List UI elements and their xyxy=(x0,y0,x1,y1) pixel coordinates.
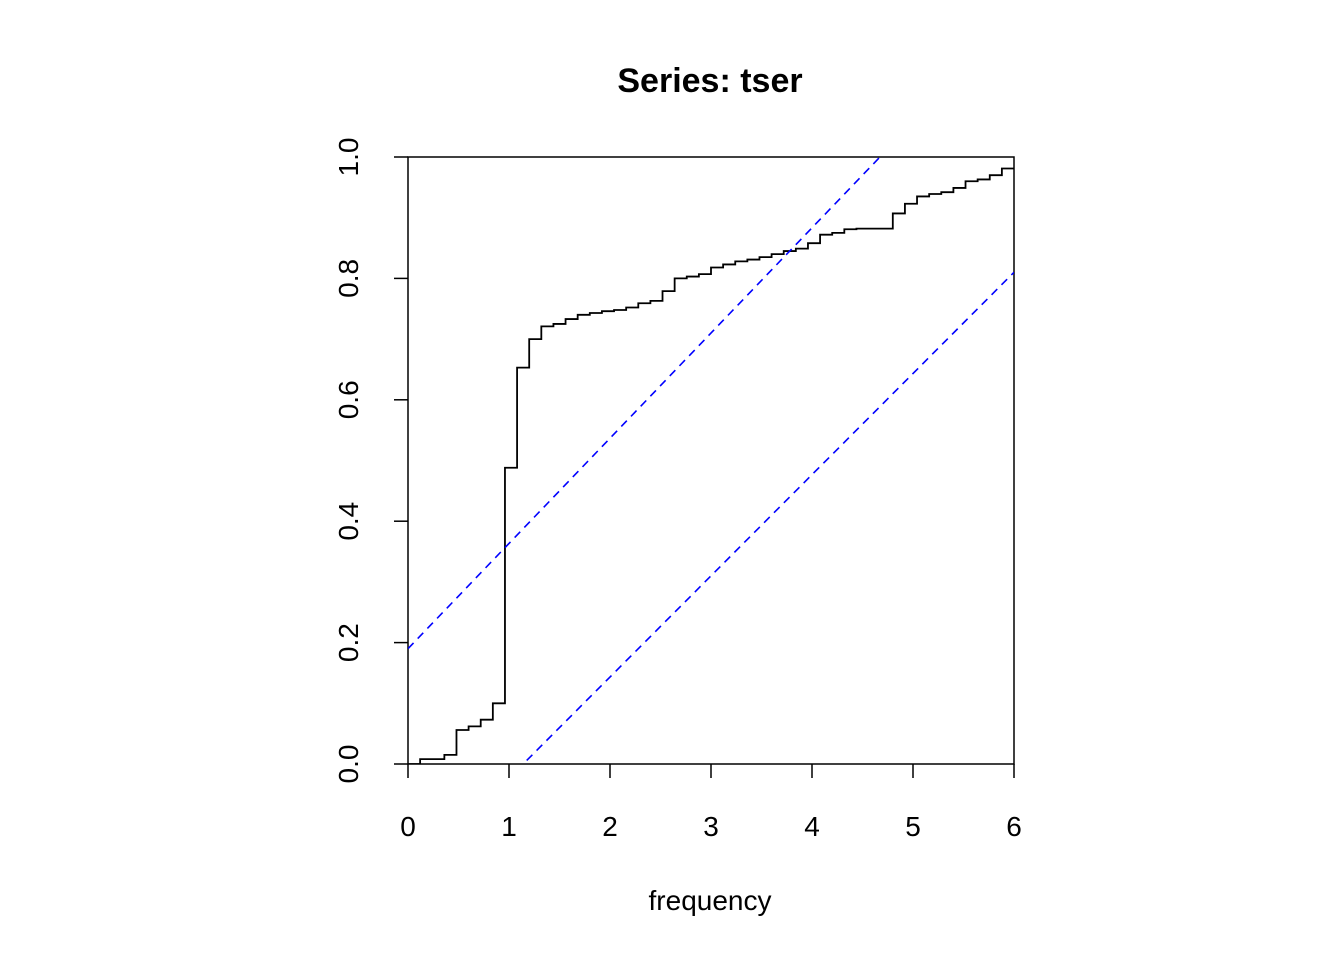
confidence-band-line-2 xyxy=(522,271,1014,764)
x-axis: 0 1 2 3 4 5 6 xyxy=(400,764,1022,842)
plot-area xyxy=(408,157,1014,764)
y-tick-label: 0.4 xyxy=(333,502,364,541)
y-axis: 0.0 0.2 0.4 0.6 0.8 1.0 xyxy=(333,138,408,784)
spectrum-step-line xyxy=(408,167,1014,764)
y-tick-label: 1.0 xyxy=(333,138,364,177)
x-axis-label: frequency xyxy=(649,885,772,916)
x-tick-label: 3 xyxy=(703,811,719,842)
y-tick-label: 0.2 xyxy=(333,623,364,662)
x-tick-label: 0 xyxy=(400,811,416,842)
x-tick-label: 2 xyxy=(602,811,618,842)
y-tick-label: 0.8 xyxy=(333,259,364,298)
confidence-band-line-1 xyxy=(408,157,882,650)
x-tick-label: 5 xyxy=(905,811,921,842)
chart-title: Series: tser xyxy=(617,62,802,100)
y-tick-label: 0.6 xyxy=(333,380,364,419)
plot-frame xyxy=(407,156,1015,765)
x-tick-label: 6 xyxy=(1006,811,1022,842)
x-tick-label: 1 xyxy=(501,811,517,842)
x-tick-label: 4 xyxy=(804,811,820,842)
y-tick-label: 0.0 xyxy=(333,745,364,784)
